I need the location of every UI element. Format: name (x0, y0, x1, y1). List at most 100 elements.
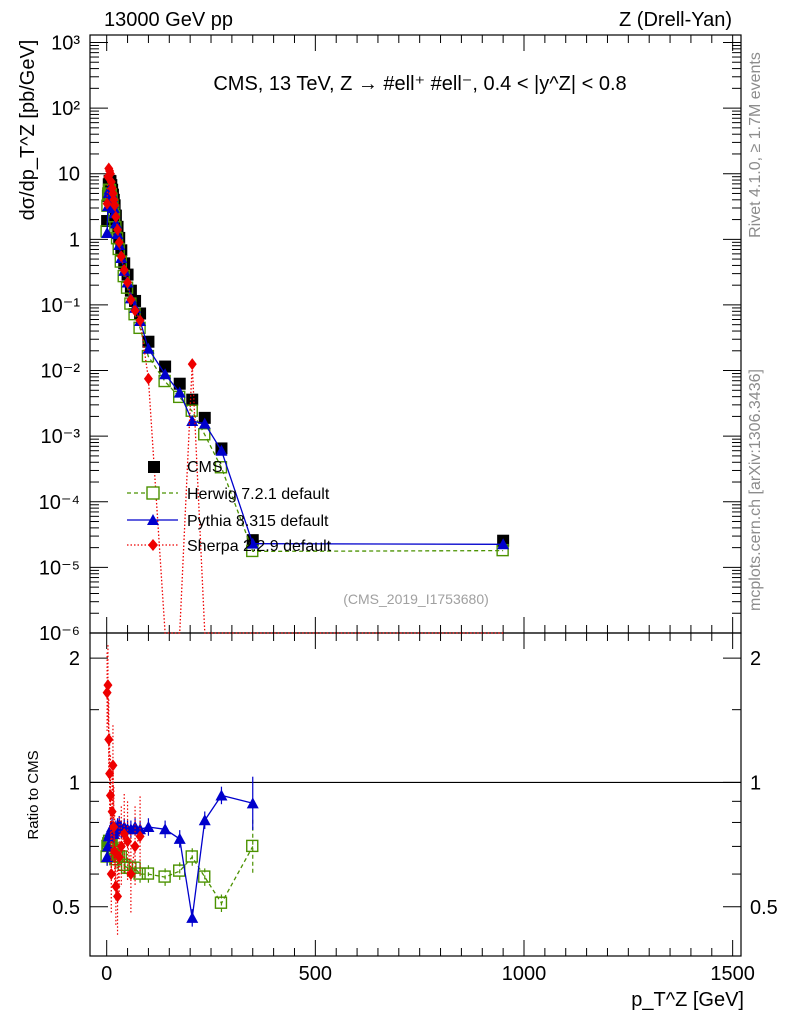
x-tick-label: 0 (101, 963, 112, 985)
x-tick-label: 500 (299, 963, 332, 985)
y-tick-label: 10⁻⁶ (39, 623, 80, 645)
data-point-sherpa (135, 830, 145, 843)
data-point-sherpa (123, 835, 133, 848)
ratio-tick-label-right: 0.5 (750, 897, 778, 919)
ratio-frame (89, 632, 742, 957)
data-point-pythia (142, 342, 155, 354)
data-point-herwig (185, 850, 198, 863)
y-axis-label: dσ/dp_T^Z [pb/GeV] (17, 40, 39, 221)
data-point-cms (173, 377, 186, 390)
y-tick-label: 10⁻⁴ (39, 492, 80, 514)
data-point-pythia (159, 368, 172, 380)
legend-label-herwig: Herwig 7.2.1 default (187, 486, 330, 503)
ratio-tick-label-right: 1 (750, 772, 761, 794)
data-point-pythia (215, 444, 228, 456)
data-point-sherpa (104, 733, 114, 746)
data-point-herwig (214, 896, 228, 909)
data-point-sherpa (126, 868, 136, 881)
legend-marker-herwig (146, 486, 160, 500)
legend-marker-sherpa (148, 539, 158, 551)
data-point-herwig (141, 867, 155, 880)
ratio-tick-label-right: 2 (750, 648, 761, 670)
data-point-pythia (246, 797, 259, 809)
ratio-tick-label: 0.5 (52, 897, 80, 919)
series-layer (100, 162, 510, 634)
legend-label-cms: CMS (187, 459, 223, 476)
data-point-pythia (215, 789, 228, 801)
ratio-line-herwig (106, 839, 254, 905)
analysis-tag: (CMS_2019_I1753680) (343, 591, 489, 607)
x-axis-label: p_T^Z [GeV] (631, 989, 744, 1011)
y-tick-label: 10⁻² (41, 361, 81, 383)
data-point-pythia (246, 537, 259, 549)
data-point-sherpa (123, 276, 133, 289)
y-tick-label: 1 (69, 229, 80, 251)
data-point-sherpa (111, 210, 121, 223)
data-point-herwig (198, 870, 211, 883)
data-point-sherpa (106, 868, 116, 881)
data-point-pythia (101, 850, 114, 862)
legend-label-sherpa: Sherpa 2.2.9 default (187, 538, 332, 555)
data-point-pythia (173, 386, 186, 398)
data-point-sherpa (113, 223, 123, 236)
mcplots-label: mcplots.cern.ch [arXiv:1306.3436] (747, 369, 764, 611)
data-point-pythia (186, 911, 199, 923)
data-point-sherpa (187, 358, 197, 371)
legend-label-pythia: Pythia 8.315 default (187, 513, 329, 530)
y-tick-label: 10 (58, 164, 80, 186)
data-point-sherpa (105, 167, 115, 180)
y-tick-label: 10² (51, 98, 80, 120)
collision-label: 13000 GeV pp (104, 9, 233, 31)
data-point-sherpa (119, 828, 129, 841)
data-point-pythia (173, 832, 186, 844)
legend: CMS Herwig 7.2.1 default Pythia 8.315 de… (127, 459, 332, 555)
data-point-sherpa (114, 236, 124, 249)
y-tick-label: 10⁻⁵ (39, 557, 80, 579)
data-point-cms (186, 393, 199, 406)
data-point-sherpa (135, 314, 145, 327)
data-point-herwig (198, 428, 211, 441)
ratio-tick-label: 1 (69, 772, 80, 794)
data-point-sherpa (116, 250, 126, 263)
y-tick-label: 10⁻¹ (41, 295, 81, 317)
data-point-pythia (142, 820, 155, 832)
chart-title: CMS, 13 TeV, Z → #ell⁺ #ell⁻, 0.4 < |y^Z… (213, 73, 626, 95)
data-point-pythia (101, 226, 114, 238)
data-point-pythia (159, 823, 172, 835)
legend-marker-pythia (147, 514, 159, 525)
y-tick-label: 10⁻³ (41, 426, 81, 448)
x-tick-label: 1000 (502, 963, 547, 985)
ratio-series-layer (100, 645, 259, 937)
legend-marker-cms (148, 461, 160, 473)
ratio-tick-label: 2 (69, 648, 80, 670)
data-point-pythia (198, 417, 211, 429)
data-point-herwig (246, 839, 259, 853)
data-point-sherpa (110, 199, 120, 212)
data-point-pythia (497, 538, 510, 550)
y-tick-label: 10³ (51, 32, 80, 54)
data-point-sherpa (105, 767, 115, 780)
x-tick-label: 1500 (710, 963, 755, 985)
data-point-sherpa (143, 372, 153, 385)
data-point-sherpa (126, 293, 136, 306)
data-point-sherpa (107, 805, 117, 818)
data-point-sherpa (102, 686, 112, 699)
data-point-cms (124, 284, 137, 297)
data-point-sherpa (103, 679, 113, 692)
process-label: Z (Drell-Yan) (619, 9, 732, 31)
ratio-axis-label: Ratio to CMS (25, 750, 42, 839)
ratio-axis-ticks: 0 500 1000 1500 0.5 0.5 1 1 2 2 (52, 633, 778, 985)
main-axis-ticks: 10⁻⁶ 10⁻⁵ 10⁻⁴ 10⁻³ 10⁻² 10⁻¹ 1 10 10² 10³ (39, 32, 741, 645)
series-line-sherpa (106, 168, 504, 634)
rivet-label: Rivet 4.1.0, ≥ 1.7M events (747, 52, 764, 238)
data-point-pythia (198, 814, 211, 826)
data-point-sherpa (111, 880, 121, 893)
data-point-sherpa (108, 759, 118, 772)
data-point-sherpa (116, 840, 126, 853)
data-point-sherpa (109, 820, 119, 833)
data-point-herwig (158, 870, 171, 883)
data-point-sherpa (102, 197, 112, 210)
data-point-sherpa (113, 890, 123, 903)
data-point-sherpa (130, 304, 140, 317)
